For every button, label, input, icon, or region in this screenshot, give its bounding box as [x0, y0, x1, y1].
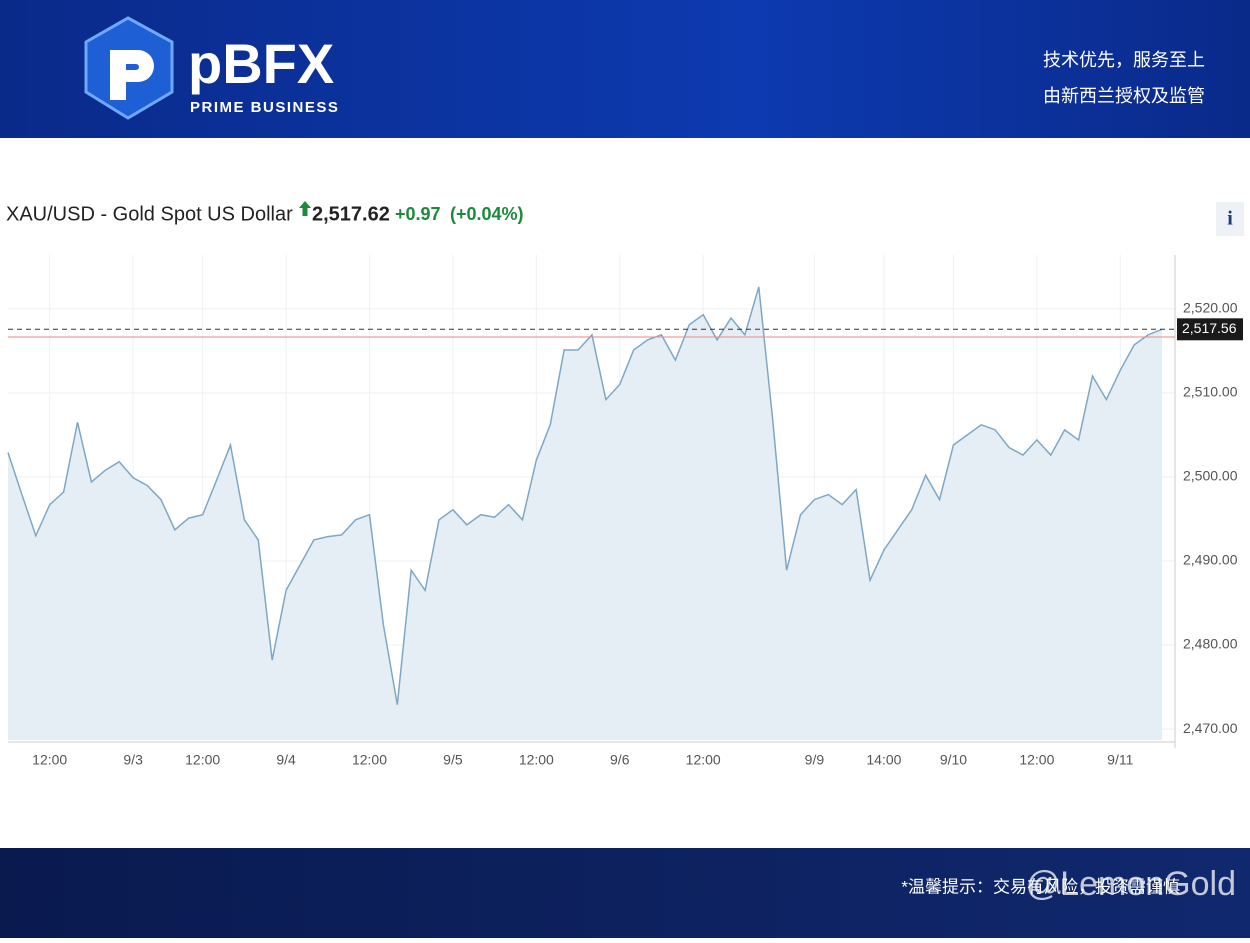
- chart-title: XAU/USD - Gold Spot US Dollar: [6, 203, 293, 225]
- chart: XAU/USD - Gold Spot US Dollar 2,517.62 +…: [6, 201, 1244, 768]
- x-tick-label: 12:00: [519, 752, 554, 768]
- slogan: 由新西兰授权及监管: [1043, 86, 1205, 106]
- last-price-label: 2,517.56: [1182, 320, 1237, 336]
- x-tick-label: 9/5: [443, 752, 463, 768]
- footer: *温馨提示：交易有风险，投资需谨慎 @LemonGold: [0, 848, 1250, 938]
- x-tick-label: 14:00: [866, 752, 901, 768]
- footer-graphics: *温馨提示：交易有风险，投资需谨慎 @LemonGold: [901, 865, 1236, 903]
- price: 2,517.62: [312, 203, 390, 225]
- logo-icon: [110, 50, 154, 100]
- price-line: [7, 286, 1163, 705]
- tagline: PRIME BUSINESS: [190, 99, 339, 116]
- header-graphics: pBFX PRIME BUSINESS 技术优先，服务至上 由新西兰授权及监管: [84, 16, 1205, 120]
- x-tick-label: 12:00: [185, 752, 220, 768]
- x-tick-label: 9/6: [610, 752, 630, 768]
- x-tick-label: 12:00: [1019, 752, 1054, 768]
- logo-text: pBFX: [188, 32, 334, 95]
- y-tick-label: 2,510.00: [1183, 384, 1238, 400]
- area-fill: [8, 286, 1162, 740]
- x-tick-label: 9/11: [1107, 752, 1133, 768]
- x-tick-label: 12:00: [32, 752, 67, 768]
- y-tick-label: 2,490.00: [1183, 552, 1238, 568]
- x-tick-label: 9/9: [805, 752, 825, 768]
- x-tick-label: 9/10: [940, 752, 967, 768]
- x-tick-label: 12:00: [352, 752, 387, 768]
- x-tick-label: 9/3: [123, 752, 143, 768]
- change-pct: (+0.04%): [450, 204, 524, 224]
- header: pBFX PRIME BUSINESS 技术优先，服务至上 由新西兰授权及监管: [0, 0, 1250, 138]
- y-tick-label: 2,480.00: [1183, 636, 1238, 652]
- up-arrow: [299, 201, 311, 216]
- notice: *温馨提示：交易有风险，投资需谨慎: [901, 877, 1180, 896]
- slogan: 技术优先，服务至上: [1043, 50, 1205, 70]
- logo-hex: [84, 16, 174, 120]
- info-icon[interactable]: i: [1227, 208, 1233, 230]
- change: +0.97: [395, 204, 441, 224]
- info-button[interactable]: [1216, 202, 1244, 236]
- y-tick-label: 2,500.00: [1183, 468, 1238, 484]
- x-tick-label: 9/4: [276, 752, 296, 768]
- x-tick-label: 12:00: [686, 752, 721, 768]
- watermark: @LemonGold: [1026, 865, 1236, 903]
- last-price-box: [1177, 318, 1243, 341]
- y-tick-label: 2,470.00: [1183, 720, 1238, 736]
- y-tick-label: 2,520.00: [1183, 299, 1238, 315]
